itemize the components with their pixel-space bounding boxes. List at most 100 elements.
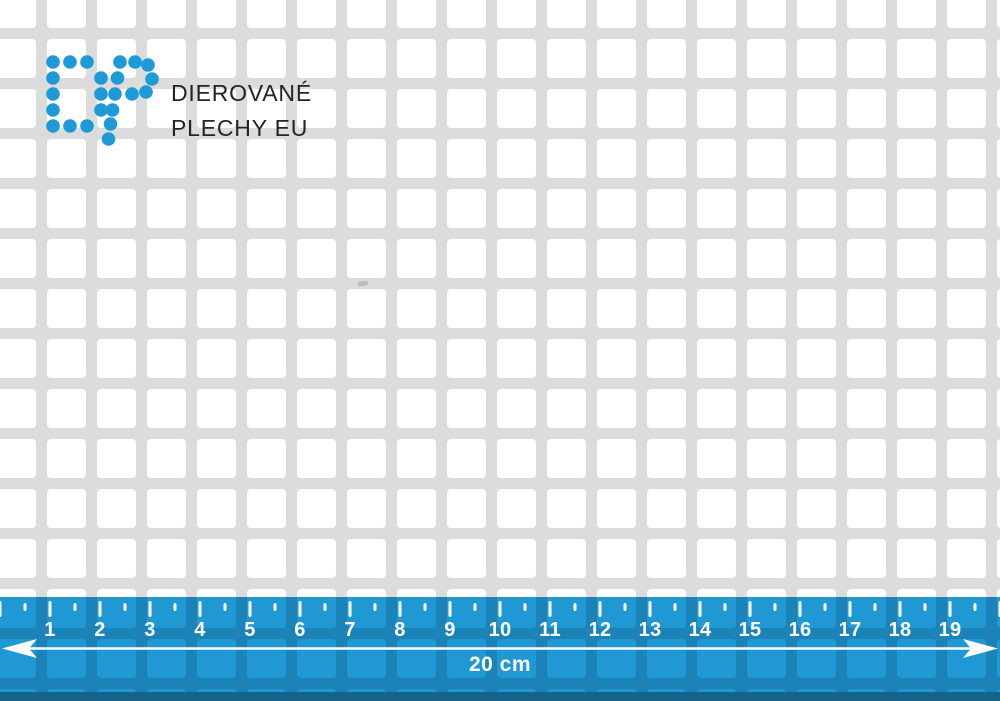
square-hole bbox=[297, 439, 336, 478]
ruler-number: 10 bbox=[488, 619, 512, 641]
square-hole bbox=[0, 489, 36, 528]
square-hole bbox=[997, 289, 1000, 328]
ruler-tick-minor bbox=[473, 603, 477, 611]
square-hole bbox=[147, 39, 186, 78]
ruler-total-label: 20 cm bbox=[468, 653, 532, 676]
square-hole bbox=[447, 39, 486, 78]
square-hole bbox=[47, 0, 86, 28]
ruler-number: 8 bbox=[394, 619, 406, 641]
ruler-tick-major bbox=[648, 601, 652, 617]
square-hole bbox=[47, 539, 86, 578]
square-hole bbox=[847, 439, 886, 478]
square-hole bbox=[897, 189, 936, 228]
ruler-tick-minor bbox=[973, 603, 977, 611]
square-hole bbox=[747, 39, 786, 78]
square-hole bbox=[697, 189, 736, 228]
logo-dot bbox=[46, 87, 60, 101]
square-hole bbox=[397, 489, 436, 528]
square-hole bbox=[147, 89, 186, 128]
square-hole bbox=[47, 289, 86, 328]
square-hole bbox=[997, 0, 1000, 28]
logo-dot bbox=[80, 119, 94, 133]
square-hole bbox=[647, 339, 686, 378]
square-hole bbox=[297, 539, 336, 578]
square-hole bbox=[347, 389, 386, 428]
ruler-tick-major bbox=[198, 601, 202, 617]
ruler-tick-minor bbox=[773, 603, 777, 611]
square-hole bbox=[847, 89, 886, 128]
ruler-tick-major bbox=[448, 601, 452, 617]
square-hole bbox=[247, 39, 286, 78]
square-hole bbox=[197, 139, 236, 178]
square-hole bbox=[97, 139, 136, 178]
square-hole bbox=[147, 439, 186, 478]
square-hole bbox=[0, 539, 36, 578]
square-hole bbox=[797, 489, 836, 528]
square-hole bbox=[897, 289, 936, 328]
square-hole bbox=[547, 389, 586, 428]
square-hole bbox=[647, 439, 686, 478]
square-hole bbox=[347, 489, 386, 528]
square-hole bbox=[0, 439, 36, 478]
square-hole bbox=[247, 189, 286, 228]
square-hole bbox=[47, 389, 86, 428]
ruler-tick-major bbox=[348, 601, 352, 617]
square-hole bbox=[247, 239, 286, 278]
square-hole bbox=[397, 439, 436, 478]
square-hole bbox=[997, 139, 1000, 178]
square-hole bbox=[547, 189, 586, 228]
brand-name-line2: PLECHY EU bbox=[171, 115, 309, 141]
square-hole bbox=[447, 539, 486, 578]
square-hole bbox=[647, 0, 686, 28]
logo-dot bbox=[94, 71, 108, 85]
surface-speck bbox=[357, 280, 369, 287]
square-hole bbox=[247, 489, 286, 528]
square-hole bbox=[747, 0, 786, 28]
square-hole bbox=[347, 89, 386, 128]
square-hole bbox=[597, 389, 636, 428]
square-hole bbox=[147, 239, 186, 278]
ruler-tick-major bbox=[248, 601, 252, 617]
square-hole bbox=[797, 289, 836, 328]
square-hole bbox=[947, 389, 986, 428]
ruler-number: 11 bbox=[539, 619, 561, 641]
arrow-head-left-icon bbox=[2, 639, 37, 658]
square-hole bbox=[297, 239, 336, 278]
square-hole bbox=[747, 489, 786, 528]
square-hole bbox=[597, 439, 636, 478]
square-hole bbox=[197, 339, 236, 378]
square-hole bbox=[847, 39, 886, 78]
square-hole bbox=[847, 539, 886, 578]
square-hole bbox=[197, 0, 236, 28]
ruler-tick-minor bbox=[173, 603, 177, 611]
square-hole bbox=[247, 339, 286, 378]
square-hole bbox=[47, 489, 86, 528]
square-hole bbox=[497, 239, 536, 278]
square-hole bbox=[747, 189, 786, 228]
ruler-tick-minor bbox=[923, 603, 927, 611]
square-hole bbox=[897, 489, 936, 528]
square-hole bbox=[447, 239, 486, 278]
ruler-number: 18 bbox=[888, 619, 912, 641]
logo-dot bbox=[108, 87, 122, 101]
square-hole bbox=[47, 439, 86, 478]
square-hole bbox=[947, 339, 986, 378]
square-hole bbox=[447, 489, 486, 528]
square-hole bbox=[0, 389, 36, 428]
square-hole bbox=[947, 89, 986, 128]
brand-name-line1: DIEROVANÉ bbox=[171, 80, 312, 106]
square-hole bbox=[947, 189, 986, 228]
square-hole bbox=[797, 189, 836, 228]
square-hole bbox=[697, 539, 736, 578]
brand-wordmark: DIEROVANÉ PLECHY EU bbox=[171, 76, 312, 146]
square-hole bbox=[997, 439, 1000, 478]
square-hole bbox=[997, 389, 1000, 428]
square-hole bbox=[547, 439, 586, 478]
dp-logo-icon bbox=[46, 55, 159, 146]
square-hole bbox=[197, 389, 236, 428]
square-hole bbox=[797, 239, 836, 278]
square-hole bbox=[447, 139, 486, 178]
logo-dot bbox=[46, 71, 60, 85]
logo-dot bbox=[63, 55, 77, 69]
square-hole bbox=[997, 89, 1000, 128]
